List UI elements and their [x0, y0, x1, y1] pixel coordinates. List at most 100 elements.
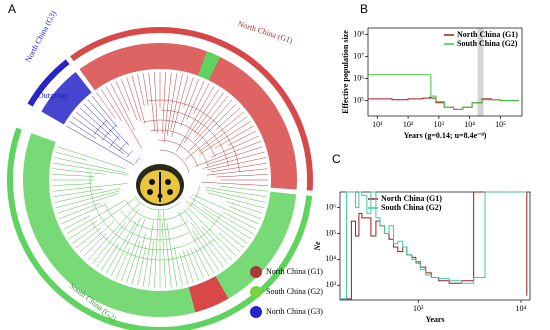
branch: [185, 111, 245, 160]
legend-label: North China (G1): [381, 194, 442, 203]
branch: [59, 202, 101, 219]
branch: [91, 95, 118, 128]
x-tick-label: 10³: [434, 120, 445, 129]
branch: [186, 249, 199, 281]
chart-panel: C 10² 10⁴ 10³ 10⁴ 10⁵ 10⁶ Years Ne North China (G…: [313, 152, 531, 324]
branch: [131, 232, 147, 285]
y-axis-label: Effective population size: [341, 30, 350, 114]
branch: [166, 223, 178, 287]
highlight-band: [477, 28, 484, 116]
branch-arc: [89, 173, 221, 251]
branch-arc: [143, 119, 216, 157]
branch: [194, 95, 229, 138]
branch: [216, 174, 268, 178]
panel-letter: A: [8, 2, 16, 16]
y-tick-label: 10⁵: [353, 95, 364, 104]
legend-label: North China (G1): [266, 267, 323, 276]
branch: [201, 181, 268, 186]
branch: [192, 229, 220, 271]
branch: [186, 81, 205, 120]
branch: [54, 188, 121, 203]
branch: [57, 193, 119, 214]
branch: [198, 116, 248, 152]
y-tick-label: 10⁸: [353, 29, 364, 38]
branch: [179, 252, 189, 285]
branch: [63, 215, 91, 230]
branch-arc: [120, 210, 189, 231]
branch: [163, 72, 172, 143]
branch: [227, 130, 257, 146]
branch: [115, 247, 131, 279]
branch: [96, 92, 116, 119]
branch: [189, 196, 254, 235]
panel-letter: C: [332, 152, 341, 166]
branch: [178, 211, 215, 274]
legend-swatch: [250, 306, 262, 318]
branch-arc: [109, 135, 120, 148]
branch: [79, 107, 111, 136]
branch-arc: [158, 139, 198, 166]
branch: [226, 201, 263, 214]
branch: [96, 208, 140, 268]
branch: [207, 146, 263, 165]
branch: [219, 233, 241, 253]
group-label: North China (G1): [237, 19, 294, 45]
branch: [154, 210, 159, 288]
branch: [91, 222, 126, 265]
branch-arc: [126, 150, 134, 158]
branch-arc: [119, 141, 129, 152]
branch-arc: [150, 129, 209, 167]
x-tick-label: 10⁵: [495, 120, 506, 129]
branch: [183, 89, 220, 144]
x-axis-label: Years (g=0.14; u=8.4e⁻⁹): [404, 131, 487, 140]
branch: [188, 208, 237, 257]
legend-label: North China (G1): [457, 30, 518, 39]
branch: [206, 187, 267, 198]
branch: [126, 77, 142, 121]
group-ring: [70, 27, 313, 191]
branch: [183, 77, 194, 107]
branch: [137, 245, 147, 286]
branch: [105, 86, 143, 149]
branch: [53, 188, 103, 198]
branch: [210, 135, 259, 158]
branch: [186, 201, 245, 249]
y-tick-label: 10⁵: [325, 228, 336, 237]
series-line: [340, 191, 527, 300]
branch: [161, 222, 166, 288]
branch-arc: [105, 204, 189, 241]
branch: [57, 146, 126, 169]
branch: [176, 86, 215, 152]
branch: [171, 75, 189, 137]
series-line: [368, 96, 520, 110]
branch-arc: [160, 109, 229, 167]
x-axis-label: Years: [425, 315, 444, 324]
branch-arc: [148, 99, 240, 172]
branch: [207, 157, 266, 171]
branch: [87, 202, 141, 261]
branch: [105, 222, 136, 274]
label-band: [23, 133, 297, 317]
branch: [214, 125, 254, 149]
branch-arc: [159, 149, 190, 173]
branch: [55, 190, 121, 209]
group-label: North China (G3): [23, 9, 58, 64]
branch: [110, 83, 135, 131]
branch-arc: [125, 185, 200, 221]
branch: [69, 120, 97, 139]
x-tick-label: 10⁴: [464, 120, 475, 129]
label-band: [188, 275, 229, 313]
branch: [121, 219, 146, 281]
x-tick-label: 10²: [403, 120, 414, 129]
branch: [190, 201, 248, 244]
branch: [223, 211, 257, 230]
branch: [228, 206, 261, 219]
branch: [190, 222, 224, 268]
legend-label: South China (G2): [266, 287, 323, 296]
branch: [53, 162, 129, 176]
label-band: [197, 51, 221, 81]
branch: [173, 246, 183, 286]
legend-label: North China (G3): [266, 307, 323, 316]
legend-label: South China (G2): [457, 39, 518, 48]
